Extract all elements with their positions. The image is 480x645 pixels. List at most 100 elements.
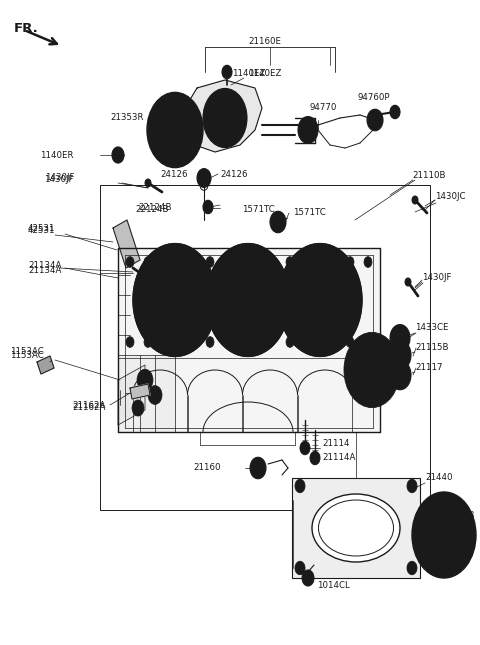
Text: 21134A: 21134A <box>28 261 61 270</box>
Text: 94760P: 94760P <box>358 92 391 101</box>
Text: 22124B: 22124B <box>138 204 171 212</box>
Circle shape <box>126 337 134 348</box>
Text: 21443: 21443 <box>447 510 475 519</box>
Circle shape <box>216 257 280 343</box>
Circle shape <box>248 257 256 268</box>
Circle shape <box>407 561 417 575</box>
Text: 1140EZ: 1140EZ <box>248 70 281 79</box>
Polygon shape <box>118 355 175 432</box>
Circle shape <box>222 65 232 79</box>
Text: 1571TC: 1571TC <box>293 208 326 217</box>
Circle shape <box>310 451 320 464</box>
Circle shape <box>162 257 170 268</box>
Circle shape <box>148 386 162 404</box>
Text: 21162A: 21162A <box>72 402 106 412</box>
Circle shape <box>147 92 203 168</box>
Circle shape <box>266 337 274 348</box>
Text: 21440: 21440 <box>425 473 453 482</box>
Text: 21160E: 21160E <box>248 37 281 46</box>
Text: 21353R: 21353R <box>110 114 144 123</box>
Circle shape <box>367 109 383 131</box>
Text: 24126: 24126 <box>160 170 188 179</box>
Circle shape <box>250 457 266 479</box>
Circle shape <box>144 337 152 348</box>
Text: 22124B: 22124B <box>135 206 168 215</box>
Circle shape <box>278 244 362 357</box>
Text: 21110B: 21110B <box>412 170 445 179</box>
Circle shape <box>226 337 234 348</box>
Circle shape <box>137 369 153 391</box>
Circle shape <box>393 366 407 384</box>
Text: 21114: 21114 <box>322 439 349 448</box>
Text: 1430JC: 1430JC <box>435 192 466 201</box>
Bar <box>100 185 430 510</box>
Circle shape <box>412 196 418 204</box>
Text: 1140ER: 1140ER <box>40 150 73 159</box>
Circle shape <box>308 257 316 268</box>
Text: 21115B: 21115B <box>415 342 448 352</box>
Circle shape <box>326 257 334 268</box>
Circle shape <box>203 201 213 213</box>
Circle shape <box>162 337 170 348</box>
Circle shape <box>326 337 334 348</box>
Polygon shape <box>118 365 145 425</box>
Text: 94770: 94770 <box>310 103 337 112</box>
Text: 21162A: 21162A <box>72 401 106 410</box>
Circle shape <box>153 270 197 330</box>
Circle shape <box>133 244 217 357</box>
Circle shape <box>248 337 256 348</box>
Polygon shape <box>37 356 54 374</box>
Text: 21114A: 21114A <box>322 453 355 462</box>
Circle shape <box>145 179 151 187</box>
Circle shape <box>186 337 194 348</box>
Circle shape <box>300 441 310 455</box>
Circle shape <box>197 168 211 188</box>
Circle shape <box>226 270 270 330</box>
Ellipse shape <box>312 494 400 562</box>
Polygon shape <box>182 80 262 152</box>
Text: 1430JF: 1430JF <box>45 174 74 183</box>
Polygon shape <box>118 248 380 432</box>
Text: 21134A: 21134A <box>28 266 61 275</box>
Circle shape <box>286 257 294 268</box>
Circle shape <box>344 332 400 408</box>
Text: 1153AC: 1153AC <box>10 350 44 359</box>
Circle shape <box>298 117 318 143</box>
Circle shape <box>389 360 411 390</box>
Text: 1433CE: 1433CE <box>415 324 448 333</box>
Circle shape <box>203 88 247 148</box>
Text: 42531: 42531 <box>28 224 56 232</box>
Bar <box>292 478 420 578</box>
Circle shape <box>112 147 124 163</box>
Text: 1140EZ: 1140EZ <box>232 68 265 77</box>
Circle shape <box>206 244 290 357</box>
Circle shape <box>126 257 134 268</box>
Text: 21160: 21160 <box>193 464 220 473</box>
Text: 21117: 21117 <box>415 364 443 373</box>
Text: 1153AC: 1153AC <box>10 348 44 357</box>
Circle shape <box>426 511 462 559</box>
Circle shape <box>132 400 144 416</box>
Circle shape <box>295 561 305 575</box>
Circle shape <box>295 479 305 493</box>
Circle shape <box>226 257 234 268</box>
Text: 1430JF: 1430JF <box>44 175 73 183</box>
Circle shape <box>211 99 239 137</box>
Circle shape <box>270 212 286 233</box>
Circle shape <box>186 257 194 268</box>
Circle shape <box>286 337 294 348</box>
Text: 1430JF: 1430JF <box>422 273 452 283</box>
Circle shape <box>288 257 352 343</box>
Polygon shape <box>130 384 150 399</box>
Circle shape <box>346 337 354 348</box>
Circle shape <box>346 257 354 268</box>
Circle shape <box>364 257 372 268</box>
Circle shape <box>407 479 417 493</box>
Text: 1571TC: 1571TC <box>242 206 275 215</box>
Circle shape <box>298 270 342 330</box>
Circle shape <box>206 337 214 348</box>
Circle shape <box>302 570 314 586</box>
Circle shape <box>308 337 316 348</box>
Circle shape <box>405 278 411 286</box>
Text: 42531: 42531 <box>28 226 56 235</box>
